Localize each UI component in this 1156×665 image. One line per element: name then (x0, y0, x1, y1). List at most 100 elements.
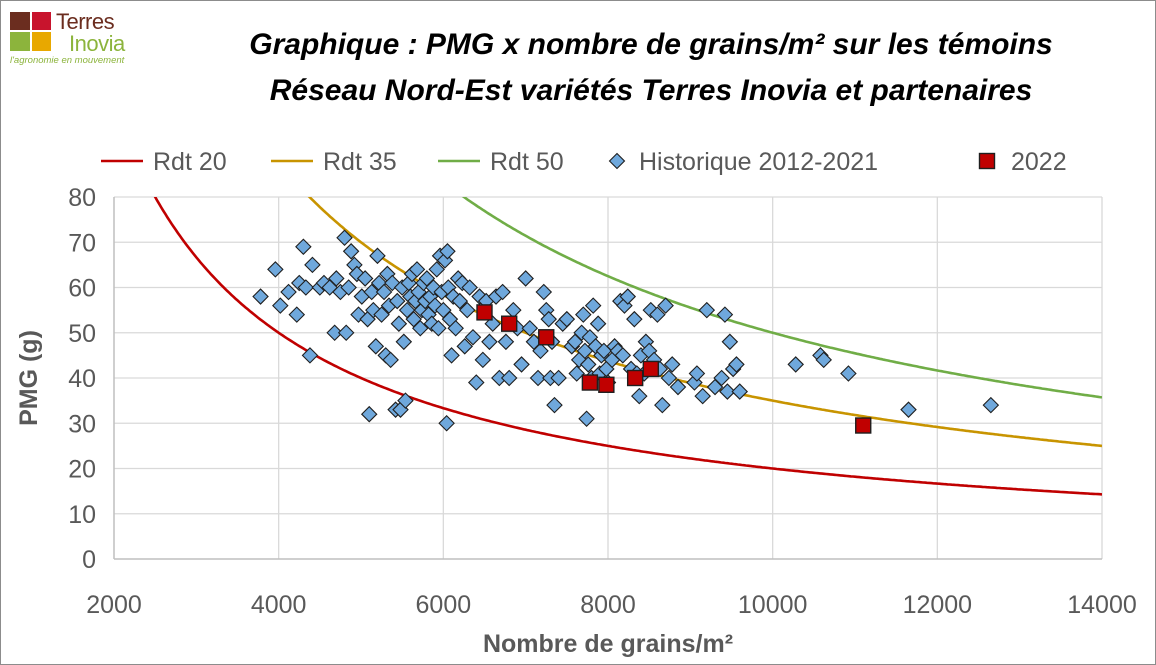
historique-point (336, 229, 353, 247)
logo-tagline: l'agronomie en mouvement (10, 55, 125, 66)
point-2022 (626, 369, 644, 387)
legend-label: Rdt 50 (490, 148, 564, 176)
point-2022 (642, 360, 660, 378)
historique-point (558, 310, 576, 328)
historique-point (532, 342, 549, 360)
historique-point (467, 374, 485, 391)
historique-point (657, 297, 674, 314)
curve-rdt-20 (153, 197, 1102, 496)
historique-point (631, 387, 648, 405)
historique-point (443, 347, 460, 364)
logo-square-green (10, 32, 30, 51)
historique-point (481, 333, 498, 351)
historique-point (578, 410, 595, 428)
historique-point (787, 356, 804, 373)
historique-point (500, 369, 518, 387)
historique-point (342, 243, 360, 260)
y-tick-label: 60 (68, 275, 96, 303)
point-2022 (538, 329, 555, 346)
y-tick-label: 70 (68, 229, 96, 257)
historique-point (900, 401, 917, 418)
historique-point (669, 378, 687, 396)
x-tick-label: 8000 (580, 591, 636, 619)
historique-point (438, 414, 455, 432)
historique-point (397, 392, 414, 409)
historique-point (464, 328, 482, 346)
historique-point (982, 396, 1000, 414)
historique-point (304, 256, 321, 274)
historique-point (388, 292, 406, 310)
historique-point (382, 351, 399, 369)
chart-title-line2: Réseau Nord-Est variétés Terres Inovia e… (269, 74, 1033, 107)
historique-point (626, 310, 643, 328)
chart-title-line1: Graphique : PMG x nombre de grains/m² su… (249, 28, 1053, 61)
historique-point (575, 306, 592, 323)
point-2022 (501, 315, 518, 332)
logo-name-line2: Inovia (69, 31, 125, 56)
y-tick-label: 20 (68, 456, 96, 484)
historique-point (461, 279, 478, 296)
historique-point (375, 283, 393, 301)
historique-point (505, 301, 522, 319)
historique-point (663, 356, 681, 373)
historique-point (367, 338, 385, 355)
historique-point (721, 333, 739, 351)
historique-point (356, 270, 374, 287)
y-tick-label: 40 (68, 365, 96, 393)
historique-point (517, 270, 534, 287)
historique-point (297, 279, 315, 296)
y-tick-label: 80 (68, 184, 96, 212)
historique-point (363, 283, 380, 301)
x-tick-label: 2000 (86, 591, 142, 619)
historique-point (688, 365, 706, 382)
point-2022 (598, 376, 615, 393)
point-2022 (476, 304, 493, 321)
y-axis-title: PMG (g) (15, 330, 43, 426)
historique-point (252, 288, 269, 305)
historique-point (815, 351, 832, 369)
historique-point (430, 319, 447, 337)
historique-point (272, 297, 289, 314)
historique-point (456, 338, 474, 355)
historique-point (719, 383, 736, 400)
historique-point (384, 274, 401, 292)
historique-point (654, 396, 671, 414)
logo-square-yellow (32, 32, 51, 51)
historique-point (619, 288, 637, 305)
y-tick-label: 30 (68, 410, 96, 438)
historique-point (840, 365, 857, 382)
historique-point (360, 405, 378, 423)
legend-swatch-2022 (978, 152, 996, 170)
legend-swatch-historique (608, 152, 626, 170)
y-tick-label: 10 (68, 501, 96, 529)
historique-point (267, 261, 284, 278)
legend-label: Rdt 35 (323, 148, 397, 176)
historique-point (328, 270, 345, 287)
historique-point (395, 333, 413, 351)
historique-point (458, 301, 476, 319)
historique-point (295, 238, 312, 256)
historique-point (408, 261, 426, 278)
historique-point (660, 369, 678, 387)
historique-point (584, 297, 602, 314)
historique-point (614, 347, 632, 364)
logo-name-line1: Terres (56, 9, 115, 34)
historique-point (731, 383, 749, 400)
x-tick-label: 12000 (903, 591, 973, 619)
legend-label: 2022 (1011, 148, 1067, 176)
historique-point (716, 306, 734, 323)
historique-point (412, 319, 429, 337)
historique-point (540, 310, 557, 328)
curve-rdt-50 (461, 197, 1102, 399)
historique-point (447, 319, 464, 337)
historique-point (439, 243, 456, 260)
historique-point (390, 315, 408, 332)
y-tick-label: 0 (82, 546, 96, 574)
historique-point (546, 396, 563, 414)
historique-point (326, 324, 343, 342)
historique-point (497, 333, 515, 351)
historique-point (369, 247, 386, 265)
historique-point (513, 356, 530, 373)
historique-point (579, 356, 597, 373)
